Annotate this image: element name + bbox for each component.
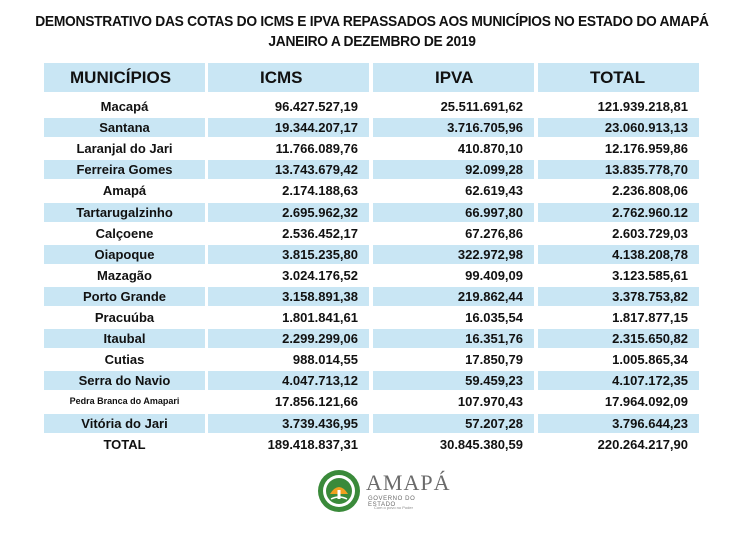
cell-total: 2.762.960.12	[538, 202, 699, 222]
cell-total: 12.176.959,86	[604, 141, 688, 157]
cell-ipva: 59.459,23	[373, 371, 534, 391]
totals-ipva: 30.845.380,59	[439, 437, 523, 452]
cell-total: 2.603.729,03	[612, 225, 688, 241]
cell-municipio: Laranjal do Jari	[76, 141, 173, 157]
cell-municipio: Santana	[44, 118, 205, 138]
cell-icms: 1.801.841,61	[282, 310, 358, 325]
table-row: Calçoene 2.536.452,17 67.276,86 2.603.729,0…	[0, 224, 744, 244]
cell-ipva: 99.409,09	[465, 267, 523, 283]
cell-icms: 96.427.527,19	[274, 99, 358, 114]
cell-ipva: 66.997,80	[373, 202, 534, 222]
cell-municipio: Cutias	[104, 352, 145, 368]
cell-icms: 4.047.713,12	[208, 371, 369, 391]
table-row: Cutias 988.014,55 17.850,79 1.005.865,34	[0, 350, 744, 370]
header-icms: ICMS	[208, 63, 369, 92]
cell-total: 121.939.218,81	[597, 99, 688, 114]
cell-ipva: 219.862,44	[373, 286, 534, 306]
cell-municipio: Pracuúba	[94, 310, 155, 325]
government-logo: AMAPÁ GOVERNO DO ESTADO Com o povo no Po…	[316, 468, 449, 518]
cell-total: 1.005.865,34	[612, 352, 688, 368]
cell-municipio: Tartarugalzinho	[44, 202, 205, 222]
cell-icms: 2.695.962,32	[208, 202, 369, 222]
cell-total: 1.817.877,15	[612, 310, 688, 325]
cell-ipva: 62.619,43	[465, 183, 523, 199]
cell-icms: 11.766.089,76	[275, 141, 358, 157]
cell-total: 3.378.753,82	[538, 286, 699, 306]
table-row: Mazagão 3.024.176,52 99.409,09 3.123.585,61	[0, 266, 744, 286]
cell-icms: 2.536.452,17	[282, 225, 358, 241]
cell-ipva: 16.035,54	[465, 310, 523, 325]
cell-ipva: 92.099,28	[373, 160, 534, 180]
cell-icms: 13.743.679,42	[208, 160, 369, 180]
cell-icms: 2.299.299,06	[208, 329, 369, 349]
logo-name: AMAPÁ	[366, 470, 451, 495]
cell-municipio: Amapá	[102, 183, 147, 199]
cell-icms: 17.856.121,66	[274, 394, 358, 410]
cell-total: 13.835.778,70	[538, 160, 699, 180]
cell-municipio: Pedra Branca do Amapari	[69, 396, 180, 407]
seal-icon	[318, 470, 360, 512]
cell-municipio: Calçoene	[95, 225, 154, 241]
table-row: Porto Grande 3.158.891,38 219.862,44 3.378.…	[0, 286, 744, 307]
table-row: Macapá 96.427.527,19 25.511.691,62 121.939.…	[0, 97, 744, 117]
table-row: Tartarugalzinho 2.695.962,32 66.997,80 2.76…	[0, 202, 744, 223]
table-row: Amapá 2.174.188,63 62.619,43 2.236.808,06	[0, 181, 744, 201]
cell-municipio: Serra do Navio	[44, 371, 205, 391]
table-row: Pedra Branca do Amapari 17.856.121,66 107.…	[0, 392, 744, 412]
header-ipva: IPVA	[373, 63, 534, 92]
cell-total: 17.964.092,09	[604, 394, 688, 410]
cell-total: 2.236.808,06	[612, 183, 688, 199]
table-row: Oiapoque 3.815.235,80 322.972,98 4.138.208,…	[0, 244, 744, 265]
cell-municipio: Ferreira Gomes	[44, 160, 205, 180]
cell-total: 3.796.644,23	[538, 413, 699, 433]
cell-total: 3.123.585,61	[612, 267, 688, 283]
cell-municipio: Porto Grande	[44, 286, 205, 306]
cell-icms: 3.024.176,52	[282, 267, 358, 283]
cell-municipio: Mazagão	[97, 267, 152, 283]
table-row: Itaubal 2.299.299,06 16.351,76 2.315.650,82	[0, 329, 744, 349]
header-municipios: MUNICÍPIOS	[44, 63, 205, 92]
cell-municipio: Oiapoque	[44, 244, 205, 264]
table-row: Serra do Navio 4.047.713,12 59.459,23 4.107…	[0, 371, 744, 391]
totals-total: 220.264.217,90	[597, 437, 688, 452]
table-row: Ferreira Gomes 13.743.679,42 92.099,28 13.8…	[0, 160, 744, 180]
cell-total: 4.107.172,35	[538, 371, 699, 391]
cell-total: 4.138.208,78	[538, 244, 699, 264]
cell-ipva: 410.870,10	[457, 141, 523, 157]
cell-municipio: Macapá	[100, 99, 149, 114]
table-row: Vitória do Jari 3.739.436,95 57.207,28 3.79…	[0, 413, 744, 434]
cell-ipva: 107.970,43	[457, 394, 523, 410]
logo-slogan: Com o povo no Poder	[374, 505, 413, 510]
cell-ipva: 57.207,28	[373, 413, 534, 433]
header-total: TOTAL	[538, 63, 699, 92]
totals-label: TOTAL	[103, 437, 146, 452]
cell-icms: 3.158.891,38	[208, 286, 369, 306]
table-row: Laranjal do Jari 11.766.089,76 410.870,10 1…	[0, 139, 744, 159]
cell-icms: 3.739.436,95	[208, 413, 369, 433]
report-title: DEMONSTRATIVO DAS COTAS DO ICMS E IPVA R…	[35, 13, 709, 30]
cell-icms: 2.174.188,63	[282, 183, 358, 199]
totals-row: TOTAL 189.418.837,31 30.845.380,59 220.2…	[0, 435, 744, 455]
cell-municipio: Vitória do Jari	[44, 413, 205, 433]
cell-icms: 988.014,55	[292, 352, 358, 368]
cell-icms: 3.815.235,80	[208, 244, 369, 264]
cell-icms: 19.344.207,17	[208, 118, 369, 138]
cell-total: 23.060.913,13	[538, 118, 699, 138]
table-row: Santana 19.344.207,17 3.716.705,96 23.060.9…	[0, 118, 744, 138]
cell-ipva: 25.511.691,62	[440, 99, 523, 114]
logo-tagline: GOVERNO DO ESTADO	[368, 496, 416, 508]
cell-total: 2.315.650,82	[538, 329, 699, 349]
cell-ipva: 17.850,79	[465, 352, 523, 368]
table-row: Pracuúba 1.801.841,61 16.035,54 1.817.877,1…	[0, 308, 744, 328]
cell-ipva: 322.972,98	[373, 244, 534, 264]
cell-ipva: 3.716.705,96	[373, 118, 534, 138]
cell-ipva: 16.351,76	[373, 329, 534, 349]
totals-icms: 189.418.837,31	[267, 437, 358, 452]
report-period: JANEIRO A DEZEMBRO DE 2019	[268, 33, 476, 50]
cell-municipio: Itaubal	[44, 329, 205, 349]
cell-ipva: 67.276,86	[465, 225, 523, 241]
